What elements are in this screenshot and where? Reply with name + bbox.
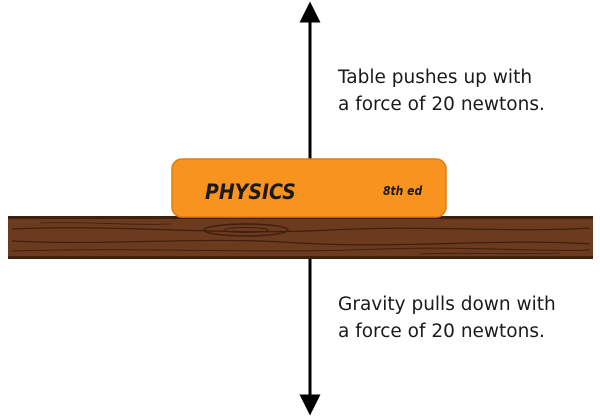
wood-grain bbox=[39, 222, 171, 225]
book-edition: 8th ed bbox=[383, 184, 422, 198]
normal-force-label-line-2: a force of 20 newtons. bbox=[338, 94, 545, 115]
gravity-force-label-line-1: Gravity pulls down with bbox=[338, 294, 556, 315]
wood-knot bbox=[203, 223, 289, 237]
table bbox=[8, 216, 593, 259]
wood-grain bbox=[419, 252, 561, 255]
gravity-force-label: Gravity pulls down with a force of 20 ne… bbox=[338, 291, 593, 345]
gravity-force-label-line-2: a force of 20 newtons. bbox=[338, 321, 545, 342]
table-top bbox=[8, 216, 593, 259]
book-cover bbox=[171, 158, 447, 218]
normal-force-label-line-1: Table pushes up with bbox=[338, 67, 533, 88]
normal-force-label: Table pushes up with a force of 20 newto… bbox=[338, 64, 593, 118]
wood-grain bbox=[11, 239, 591, 246]
book: PHYSICS 8th ed bbox=[171, 158, 447, 218]
wood-knot bbox=[223, 227, 269, 233]
wood-grain bbox=[11, 227, 591, 233]
table-bottom-edge bbox=[8, 256, 593, 259]
book-title: PHYSICS bbox=[205, 180, 296, 204]
wood-grain bbox=[11, 247, 591, 252]
